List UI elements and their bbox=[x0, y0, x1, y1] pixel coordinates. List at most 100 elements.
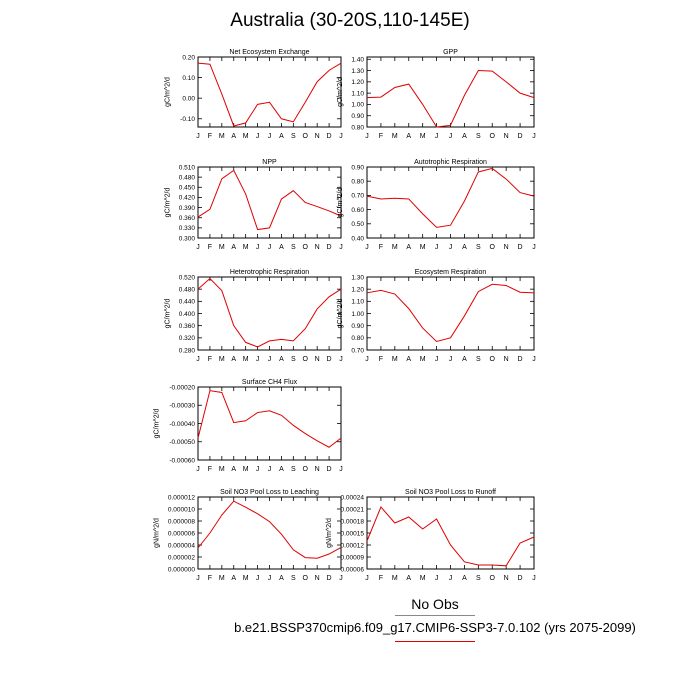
chart-7-xtick-label: A bbox=[279, 575, 284, 582]
chart-7-xtick-label: N bbox=[315, 575, 320, 582]
chart-8-xtick-label: M bbox=[392, 575, 398, 582]
chart-7-xtick-label: F bbox=[208, 575, 212, 582]
chart-6-xtick-label: D bbox=[327, 466, 332, 473]
chart-4-xtick-label: D bbox=[327, 356, 332, 363]
chart-6-ytick-label: -0.00040 bbox=[169, 421, 195, 428]
chart-5-xtick-label: A bbox=[406, 356, 411, 363]
chart-3-ytick-label: 0.80 bbox=[351, 179, 364, 186]
chart-5-frame bbox=[366, 276, 535, 351]
chart-8-xtick-label: D bbox=[518, 575, 523, 582]
chart-5-xtick-label: N bbox=[504, 356, 509, 363]
chart-0-xtick-label: S bbox=[291, 133, 296, 140]
chart-7-xtick-label: J bbox=[339, 575, 343, 582]
chart-3-xtick-label: M bbox=[420, 244, 426, 251]
chart-2-ytick-label: 0.300 bbox=[179, 235, 196, 242]
chart-0-xtick-label: A bbox=[279, 133, 284, 140]
chart-5-xtick-label: J bbox=[532, 356, 536, 363]
chart-5-ytick-label: 1.20 bbox=[351, 286, 364, 293]
chart-4-ytick-label: 0.320 bbox=[179, 335, 196, 342]
chart-1-ylabel: gC/m^2/d bbox=[337, 77, 344, 107]
chart-0-xtick-label: J bbox=[256, 133, 260, 140]
chart-5-ytick-label: 1.00 bbox=[351, 311, 364, 318]
chart-7-ytick-label: 0.000004 bbox=[168, 542, 195, 549]
chart-0-xtick-label: F bbox=[208, 133, 212, 140]
chart-4-ytick-label: 0.480 bbox=[179, 286, 196, 293]
chart-2-title: NPP bbox=[262, 159, 277, 166]
chart-5-xtick-label: M bbox=[392, 356, 398, 363]
chart-3-xtick-label: S bbox=[476, 244, 481, 251]
chart-3-ytick-label: 0.90 bbox=[351, 164, 364, 171]
chart-3-xtick-label: J bbox=[532, 244, 536, 251]
chart-2-xtick-label: A bbox=[279, 244, 284, 251]
chart-3-ytick-label: 0.60 bbox=[351, 207, 364, 214]
legend-obs-line bbox=[395, 615, 475, 616]
chart-6-xtick-label: F bbox=[208, 466, 212, 473]
chart-0-xtick-label: M bbox=[243, 133, 249, 140]
chart-2-xtick-label: J bbox=[196, 244, 200, 251]
chart-4-series-line bbox=[197, 277, 342, 348]
chart-7-xtick-label: D bbox=[327, 575, 332, 582]
chart-6-xtick-label: J bbox=[339, 466, 343, 473]
chart-2-xtick-label: O bbox=[303, 244, 309, 251]
chart-5-series-line bbox=[366, 283, 535, 343]
chart-heterotrophic-respiration: Heterotrophic Respiration 0.520 0.480 0.440… bbox=[165, 269, 343, 363]
chart-4-xtick-label: N bbox=[315, 356, 320, 363]
chart-ecosystem-respiration: Ecosystem Respiration 1.30 1.20 1.10 1.00 0.9… bbox=[337, 269, 536, 363]
chart-4-ytick-label: 0.440 bbox=[179, 299, 196, 306]
chart-1-xtick-label: J bbox=[365, 133, 369, 140]
chart-0-series-line bbox=[197, 62, 342, 127]
chart-0-xtick-label: J bbox=[268, 133, 272, 140]
chart-8-xtick-label: J bbox=[435, 575, 439, 582]
chart-5-ylabel: gC/m^2/d bbox=[337, 299, 344, 329]
chart-6-xtick-label: A bbox=[279, 466, 284, 473]
chart-8-ytick-label: 0.00009 bbox=[341, 554, 365, 561]
chart-8-xtick-label: A bbox=[462, 575, 467, 582]
chart-1-xtick-label: O bbox=[490, 133, 496, 140]
chart-7-xtick-label: M bbox=[243, 575, 249, 582]
chart-8-series-line bbox=[366, 506, 535, 567]
chart-3-xtick-label: F bbox=[379, 244, 383, 251]
chart-8-xtick-label: A bbox=[406, 575, 411, 582]
chart-2-xtick-label: M bbox=[219, 244, 225, 251]
chart-2-ytick-label: 0.330 bbox=[179, 225, 196, 232]
chart-surface-ch4-flux: Surface CH4 Flux -0.00020 -0.00030 -0.00040… bbox=[153, 379, 342, 473]
chart-7-ylabel: gN/m^2/d bbox=[153, 518, 160, 548]
chart-0-title: Net Ecosystem Exchange bbox=[229, 49, 309, 56]
chart-6-ytick-label: -0.00030 bbox=[169, 403, 195, 410]
chart-3-xtick-label: O bbox=[490, 244, 496, 251]
chart-8-xtick-label: J bbox=[449, 575, 453, 582]
chart-6-ytick-label: -0.00050 bbox=[169, 439, 195, 446]
chart-8-xtick-label: S bbox=[476, 575, 481, 582]
chart-5-ytick-label: 0.90 bbox=[351, 323, 364, 330]
chart-7-title: Soil NO3 Pool Loss to Leaching bbox=[220, 489, 319, 496]
chart-3-xtick-label: M bbox=[392, 244, 398, 251]
chart-3-title: Autotrophic Respiration bbox=[414, 159, 487, 166]
chart-soil-no3-runoff: Soil NO3 Pool Loss to Runoff 0.00024 0.000… bbox=[326, 489, 536, 582]
chart-7-series-line bbox=[197, 500, 342, 559]
chart-1-ytick-label: 0.80 bbox=[351, 124, 364, 131]
chart-6-frame bbox=[197, 386, 342, 461]
chart-0-frame bbox=[197, 56, 342, 128]
chart-5-xtick-label: F bbox=[379, 356, 383, 363]
chart-3-frame bbox=[366, 166, 535, 239]
chart-8-ytick-label: 0.00015 bbox=[341, 530, 365, 537]
chart-7-xtick-label: M bbox=[219, 575, 225, 582]
chart-3-xtick-label: J bbox=[365, 244, 369, 251]
chart-1-ytick-label: 1.00 bbox=[351, 102, 364, 109]
chart-5-ytick-label: 0.80 bbox=[351, 335, 364, 342]
chart-4-ytick-label: 0.280 bbox=[179, 347, 196, 354]
chart-8-xtick-label: O bbox=[490, 575, 496, 582]
chart-4-xtick-label: M bbox=[243, 356, 249, 363]
chart-2-xtick-label: F bbox=[208, 244, 212, 251]
chart-2-ytick-label: 0.420 bbox=[179, 195, 196, 202]
chart-4-xtick-label: A bbox=[279, 356, 284, 363]
chart-7-ytick-label: 0.000000 bbox=[168, 566, 195, 573]
chart-3-ytick-label: 0.70 bbox=[351, 193, 364, 200]
chart-2-series-line bbox=[197, 169, 342, 231]
chart-8-ytick-label: 0.00021 bbox=[341, 506, 365, 513]
chart-2-ytick-label: 0.450 bbox=[179, 185, 196, 192]
chart-8-xtick-label: J bbox=[532, 575, 536, 582]
chart-6-title: Surface CH4 Flux bbox=[242, 379, 298, 386]
chart-7-xtick-label: J bbox=[196, 575, 200, 582]
